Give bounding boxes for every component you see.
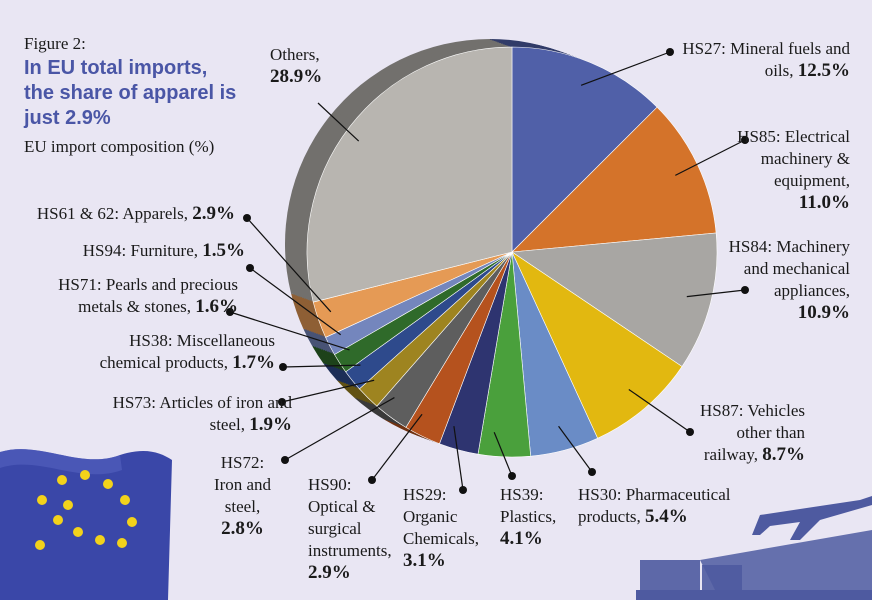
leader-dot xyxy=(368,476,376,484)
leader-line xyxy=(453,426,464,491)
value-label: 4.1% xyxy=(500,528,543,549)
value-label: 1.7% xyxy=(232,352,275,373)
slice-label: HS94: Furniture, 1.5% xyxy=(20,240,245,262)
value-label: 11.0% xyxy=(798,192,850,213)
slice-label: HS27: Mineral fuels and oils, 12.5% xyxy=(650,38,850,82)
chart-title: In EU total imports, the share of appare… xyxy=(24,57,237,129)
chart-subtitle: EU import composition (%) xyxy=(24,137,215,156)
category-label: HS84: Machinery and mechanical appliance… xyxy=(728,237,850,300)
slice-label: HS87: Vehicles other than railway, 8.7% xyxy=(690,400,805,466)
leader-dot xyxy=(588,468,596,476)
slice-label: HS61 & 62: Apparels, 2.9% xyxy=(10,203,235,225)
value-label: 2.9% xyxy=(308,562,351,583)
slice-label: HS84: Machinery and mechanical appliance… xyxy=(720,236,850,324)
category-label: HS85: Electrical machinery & equipment, xyxy=(737,127,850,190)
leader-line xyxy=(580,51,671,86)
leader-line xyxy=(558,425,593,473)
value-label: 1.9% xyxy=(249,414,292,435)
leader-line xyxy=(675,139,746,176)
leader-line xyxy=(246,217,332,313)
leader-line xyxy=(493,432,513,477)
slice-label: HS90: Optical & surgical instruments, 2.… xyxy=(308,474,404,584)
leader-dot xyxy=(508,472,516,480)
category-label: HS61 & 62: Apparels, xyxy=(36,204,188,223)
slice-label: HS85: Electrical machinery & equipment, … xyxy=(735,126,850,214)
category-label: HS90: Optical & surgical instruments, xyxy=(308,475,392,560)
category-label: HS73: Articles of iron and steel, xyxy=(112,393,292,434)
leader-dot xyxy=(278,398,286,406)
leader-line xyxy=(281,379,375,403)
leader-dot xyxy=(666,48,674,56)
leader-line xyxy=(284,397,395,461)
category-label: HS30: Pharmaceutical products, xyxy=(578,485,731,526)
leader-dot xyxy=(246,264,254,272)
value-label: 2.8% xyxy=(221,518,264,539)
category-label: HS72: Iron and steel, xyxy=(213,453,272,516)
slice-label: HS30: Pharmaceutical products, 5.4% xyxy=(578,484,748,528)
value-label: 28.9% xyxy=(270,66,323,87)
leader-dot xyxy=(279,363,287,371)
slice xyxy=(511,106,717,253)
slice-label: Others, 28.9% xyxy=(270,44,360,88)
leader-line xyxy=(371,413,423,481)
value-label: 2.9% xyxy=(192,203,235,224)
leader-line xyxy=(229,311,350,351)
category-label: HS39: Plastics, xyxy=(500,485,557,526)
slice-label: HS39: Plastics, 4.1% xyxy=(500,484,568,550)
category-label: Others, xyxy=(270,45,320,64)
value-label: 10.9% xyxy=(797,302,850,323)
leader-dot xyxy=(741,136,749,144)
leader-dot xyxy=(459,486,467,494)
slice xyxy=(511,232,718,367)
leader-line xyxy=(628,388,691,433)
category-label: HS27: Mineral fuels and oils, xyxy=(682,39,850,80)
slice xyxy=(306,46,513,303)
slice xyxy=(511,251,683,439)
leader-line xyxy=(282,364,361,368)
value-label: 8.7% xyxy=(762,444,805,465)
value-label: 1.5% xyxy=(202,240,245,261)
value-label: 12.5% xyxy=(797,60,850,81)
figure-label: Figure 2: xyxy=(24,34,86,53)
leader-line xyxy=(317,102,360,142)
leader-line xyxy=(686,289,746,298)
category-label: HS38: Miscellaneous chemical products, xyxy=(99,331,275,372)
leader-dot xyxy=(741,286,749,294)
slice-label: HS71: Pearls and precious metals & stone… xyxy=(20,274,238,318)
slice-label: HS29: Organic Chemicals, 3.1% xyxy=(403,484,493,572)
leader-dot xyxy=(243,214,251,222)
category-label: HS29: Organic Chemicals, xyxy=(403,485,480,548)
leader-dot xyxy=(686,428,694,436)
value-label: 5.4% xyxy=(645,506,688,527)
leader-dot xyxy=(226,308,234,316)
transport-illustration xyxy=(636,496,872,600)
slice-label: HS73: Articles of iron and steel, 1.9% xyxy=(110,392,292,436)
value-label: 3.1% xyxy=(403,550,446,571)
category-label: HS87: Vehicles other than railway, xyxy=(700,401,805,464)
leader-dot xyxy=(281,456,289,464)
category-label: HS71: Pearls and precious metals & stone… xyxy=(58,275,238,316)
slice-label: HS72: Iron and steel, 2.8% xyxy=(210,452,275,540)
category-label: HS94: Furniture, xyxy=(82,241,198,260)
slice-label: HS38: Miscellaneous chemical products, 1… xyxy=(70,330,275,374)
slice xyxy=(511,46,658,253)
leader-line xyxy=(249,267,342,336)
eu-flag xyxy=(0,449,172,600)
value-label: 1.6% xyxy=(195,296,238,317)
